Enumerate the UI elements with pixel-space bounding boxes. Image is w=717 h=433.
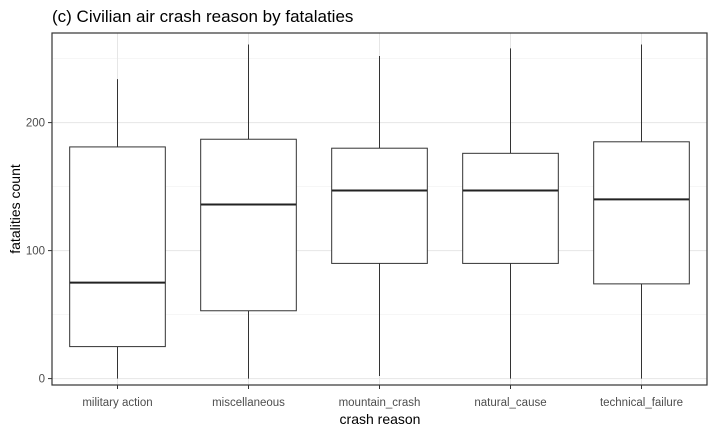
x-tick-label: technical_failure — [600, 397, 683, 409]
y-tick-label: 100 — [26, 246, 45, 258]
box-natural-cause — [462, 48, 559, 379]
box-miscellaneous — [200, 44, 297, 379]
y-tick-label: 200 — [26, 118, 45, 130]
x-tick-label: military action — [82, 397, 152, 409]
x-tick-label: natural_cause — [474, 397, 546, 409]
box-iqr — [69, 146, 166, 348]
axis-layer: 0 100 200 military action miscellaneous mount… — [26, 118, 683, 409]
box-technical-failure — [593, 44, 690, 379]
box-mountain-crash — [331, 56, 428, 377]
box-military-action — [69, 79, 166, 379]
box-iqr — [462, 152, 559, 264]
x-tick-label: miscellaneous — [212, 397, 285, 409]
x-tick-label: mountain_crash — [339, 397, 421, 409]
box-iqr — [593, 141, 690, 285]
box-layer — [69, 44, 690, 379]
x-axis-label: crash reason — [340, 411, 421, 427]
box-iqr — [331, 147, 428, 264]
box-iqr — [200, 138, 297, 312]
y-tick-label: 0 — [39, 374, 45, 386]
y-axis-label: fatalities count — [7, 164, 23, 254]
chart-title: (c) Civilian air crash reason by fatalat… — [52, 7, 353, 26]
